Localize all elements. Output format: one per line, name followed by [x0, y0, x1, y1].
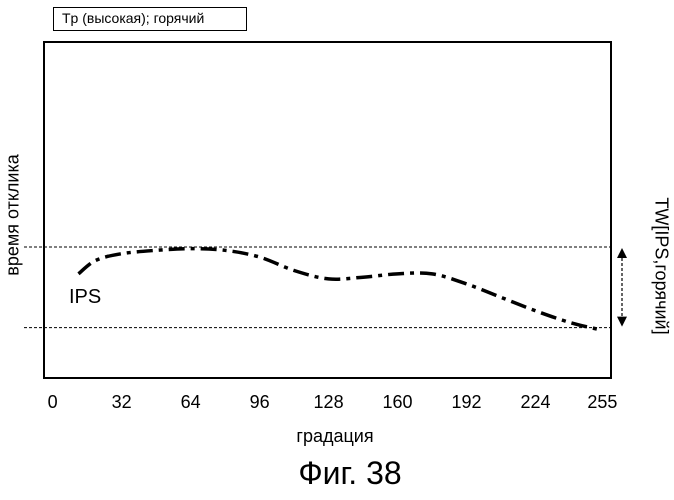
y-axis-label: время отклика — [3, 154, 24, 275]
series-label-ips: IPS — [69, 286, 101, 309]
x-tick-label-96: 96 — [250, 392, 270, 412]
x-tick-label-160: 160 — [383, 392, 413, 412]
figure-caption: Фиг. 38 — [298, 455, 401, 492]
x-tick-label-32: 32 — [112, 392, 132, 412]
x-axis-label: градация — [296, 426, 373, 447]
x-tick-label-0: 0 — [48, 392, 58, 412]
condition-label: Tp (высокая); горячий — [53, 7, 247, 31]
x-tick-label-224: 224 — [521, 392, 551, 412]
x-tick-label-255: 255 — [587, 392, 617, 412]
x-tick-label-64: 64 — [181, 392, 201, 412]
x-tick-label-192: 192 — [452, 392, 482, 412]
window-arrow-head-up — [617, 248, 627, 258]
tolerance-window-label: TW[IPS,горячий] — [651, 197, 672, 334]
window-arrow-head-down — [617, 317, 627, 327]
response-time-chart: 0 32 64 96 128 160 192 224 255 — [0, 0, 674, 500]
x-tick-label-128: 128 — [314, 392, 344, 412]
series-line-ips — [78, 249, 598, 330]
